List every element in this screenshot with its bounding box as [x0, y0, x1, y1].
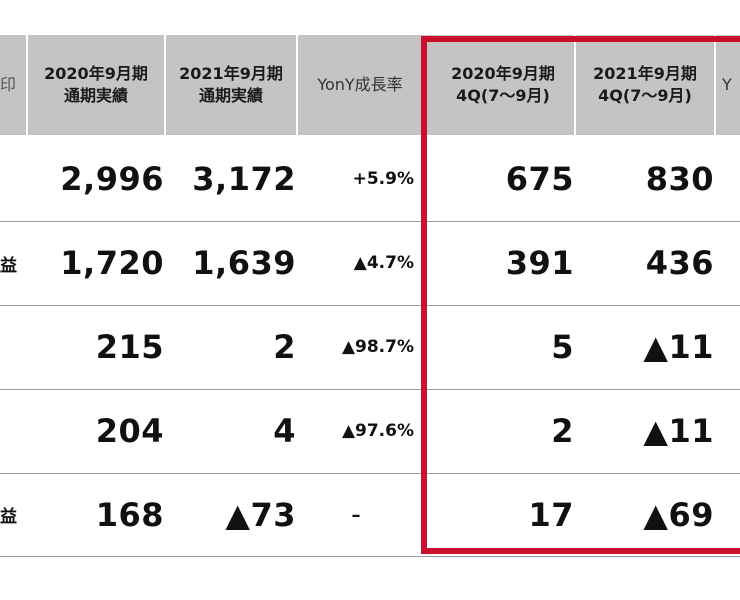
q4-2021-value: 830: [645, 160, 714, 198]
yoy-value: ▲98.7%: [341, 337, 414, 357]
header-separator: [574, 35, 576, 135]
header-separator: [296, 35, 298, 135]
fy2020-value: 215: [95, 328, 164, 366]
row-divider: [0, 221, 740, 222]
q4-2021-value: 436: [645, 244, 714, 282]
q4-2020-value: 5: [551, 328, 574, 366]
header-yoy-growth: YonY成長率: [317, 75, 403, 94]
fy2020-value: 204: [95, 412, 164, 450]
header-fy2021-actual: 2021年9月期 通期実績: [179, 64, 283, 105]
header-yoy-fragment: Y: [722, 75, 732, 94]
fy2021-value: ▲73: [225, 496, 296, 534]
fy2021-value: 4: [273, 412, 296, 450]
q4-2020-value: 2: [551, 412, 574, 450]
yoy-value: ▲4.7%: [353, 253, 414, 273]
fy2020-value: 2,996: [60, 160, 164, 198]
header-separator: [714, 35, 716, 135]
q4-2021-value: ▲11: [643, 412, 714, 450]
q4-2021-value: ▲11: [643, 328, 714, 366]
header-fy2020-actual: 2020年9月期 通期実績: [44, 64, 148, 105]
table-header-bar: [0, 35, 740, 135]
q4-2020-value: 675: [505, 160, 574, 198]
q4-2021-value: ▲69: [643, 496, 714, 534]
fy2020-value: 168: [95, 496, 164, 534]
row-label-fragment: 益: [0, 256, 17, 276]
fy2021-value: 3,172: [192, 160, 296, 198]
row-divider: [0, 556, 740, 557]
yoy-value: ▲97.6%: [341, 421, 414, 441]
yoy-value: +5.9%: [352, 169, 414, 189]
q4-2020-value: 391: [505, 244, 574, 282]
header-separator: [26, 35, 28, 135]
fy2021-value: 1,639: [192, 244, 296, 282]
yoy-value: –: [351, 504, 361, 526]
fy2020-value: 1,720: [60, 244, 164, 282]
fy2021-value: 2: [273, 328, 296, 366]
q4-2020-value: 17: [528, 496, 574, 534]
header-q4-2021: 2021年9月期 4Q(7〜9月): [593, 64, 697, 105]
row-label-fragment: 益: [0, 507, 17, 527]
row-divider: [0, 389, 740, 390]
header-separator: [164, 35, 166, 135]
header-q4-2020: 2020年9月期 4Q(7〜9月): [451, 64, 555, 105]
header-left-fragment: 印: [0, 75, 17, 94]
row-divider: [0, 305, 740, 306]
q4-highlight-frame: [421, 36, 740, 554]
row-divider: [0, 473, 740, 474]
